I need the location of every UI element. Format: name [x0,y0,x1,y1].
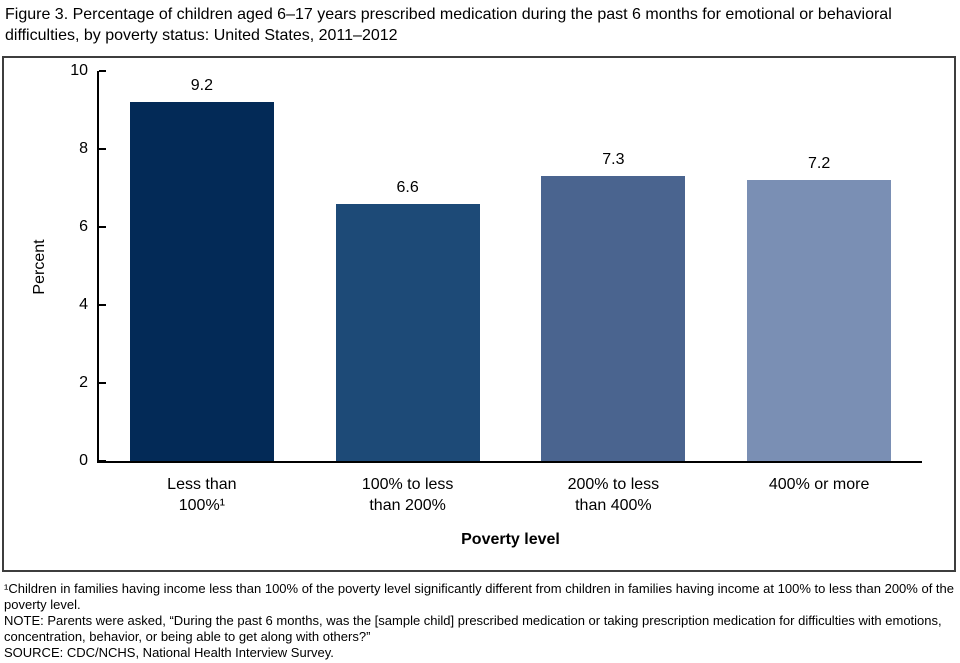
bar-slot: 9.2 [99,71,305,461]
footnote-note: NOTE: Parents were asked, “During the pa… [4,613,942,644]
y-tick-mark [99,382,106,384]
y-tick-mark [99,226,106,228]
bar-slot: 7.3 [511,71,717,461]
x-tick-label: Less than 100%¹ [167,476,237,514]
footnotes: ¹Children in families having income less… [4,581,955,661]
bar [335,203,480,461]
y-axis-title: Percent [31,239,48,295]
x-axis-title: Poverty level [461,531,560,548]
bar [541,176,686,461]
bar-slot: 6.6 [305,71,511,461]
plot-area: 9.2 6.6 7.3 7.2 [97,70,922,463]
bar-value-label: 7.2 [808,155,831,173]
bar [747,180,892,461]
y-tick-mark [99,148,106,150]
bar-value-label: 9.2 [190,77,213,95]
x-tick-label: 200% to less than 400% [567,476,660,514]
y-tick-label: 0 [79,452,88,469]
x-tick-label: 100% to less than 200% [361,476,454,514]
y-tick-label: 2 [79,374,88,391]
y-tick-mark [99,70,106,72]
footnote-source: SOURCE: CDC/NCHS, National Health Interv… [4,645,334,660]
bar-value-label: 7.3 [602,151,625,169]
x-tick-labels: Less than 100%¹ 100% to less than 200% 200… [99,474,922,516]
y-tick-mark [99,460,106,462]
y-tick-label: 4 [79,296,88,313]
bar-value-label: 6.6 [396,178,419,196]
bars-container: 9.2 6.6 7.3 7.2 [99,71,922,461]
bar [129,102,274,461]
footnote-1: ¹Children in families having income less… [4,581,954,612]
bar-slot: 7.2 [716,71,922,461]
x-tick-label: 400% or more [768,476,870,493]
y-tick-label: 8 [79,140,88,157]
chart-frame: Percent 0 2 4 6 8 10 9.2 6.6 7.3 7.2 Less than 1… [2,56,956,572]
y-tick-mark [99,304,106,306]
y-tick-label: 6 [79,218,88,235]
y-tick-label: 10 [70,62,88,79]
figure-title: Figure 3. Percentage of children aged 6–… [5,6,892,44]
